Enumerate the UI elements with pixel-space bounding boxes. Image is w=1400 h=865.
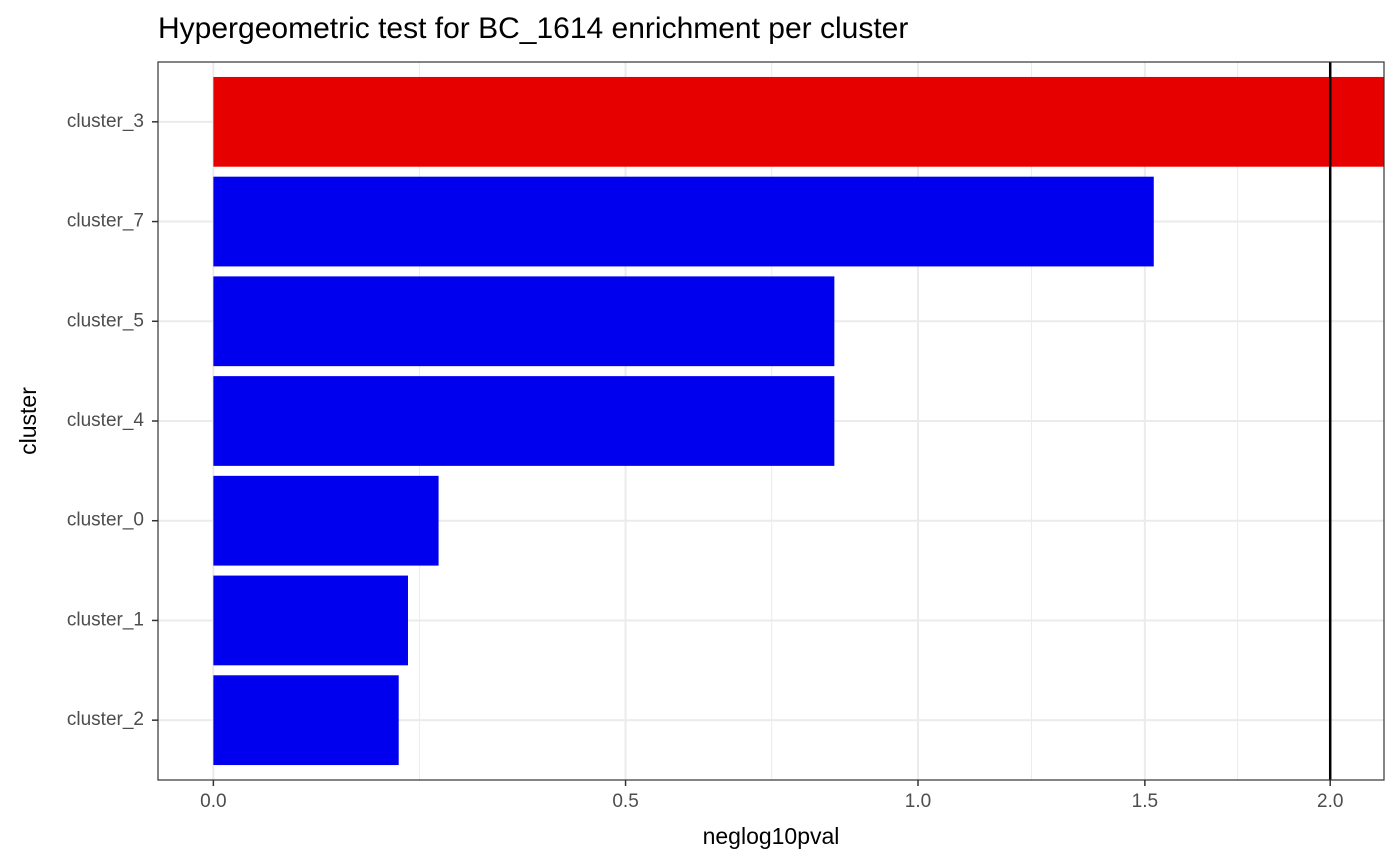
y-tick-label: cluster_5 (67, 310, 144, 331)
axes: 0.0 0.5 1.0 1.5 2.0 cluster_3 cluster_7cluster… (67, 61, 1385, 812)
bar (213, 675, 399, 766)
y-axis-title: cluster (15, 387, 41, 455)
bars (213, 62, 1384, 780)
bar (213, 376, 835, 466)
bar (213, 76, 1384, 167)
bar (213, 176, 1154, 267)
x-tick-label: 0.5 (612, 791, 638, 812)
y-tick-label: cluster_4 (67, 410, 145, 431)
y-tick-label: cluster_1 (67, 609, 144, 630)
x-tick-label: 2.0 (1317, 791, 1343, 812)
y-tick-label: cluster_3 (67, 111, 144, 132)
x-tick-label: 1.0 (905, 791, 931, 812)
y-tick-label: cluster_2 (67, 709, 144, 730)
y-tick-label: cluster_0 (67, 510, 144, 531)
x-axis-title: neglog10pval (703, 823, 840, 849)
x-tick-label: 1.5 (1132, 791, 1158, 812)
y-tick-label: cluster_7 (67, 211, 144, 232)
x-tick-label: 0.0 (200, 791, 226, 812)
bar (213, 276, 835, 367)
bar (213, 575, 408, 666)
chart-title: Hypergeometric test for BC_1614 enrichme… (158, 12, 908, 45)
panel-border (157, 61, 1385, 781)
bar (213, 475, 439, 566)
